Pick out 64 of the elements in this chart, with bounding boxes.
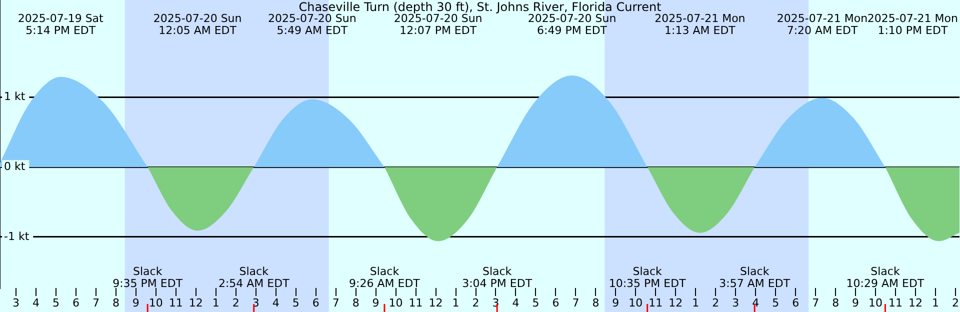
annotation: 2025-07-21 Mon 7:20 AM EDT [776, 12, 868, 37]
annotation: 2025-07-21 Mon 1:13 AM EDT [654, 12, 746, 37]
annotation: Slack 9:35 PM EDT [112, 264, 183, 290]
x-tick-label: 5 [52, 296, 60, 310]
annotation: Slack 10:29 AM EDT [846, 264, 924, 290]
x-tick-label: 3 [12, 296, 20, 310]
annotation: Slack 3:57 AM EDT [719, 264, 790, 290]
x-tick-label: 4 [32, 296, 40, 310]
x-tick-label: 6 [312, 296, 320, 310]
x-tick-label: 2 [232, 296, 240, 310]
x-tick-label: 10 [628, 296, 643, 310]
x-tick-label: 9 [852, 296, 860, 310]
x-tick-label: 3 [732, 296, 740, 310]
x-tick-label: 10 [868, 296, 883, 310]
x-tick-label: 12 [908, 296, 923, 310]
x-tick-label: 1 [932, 296, 940, 310]
x-tick-label: 12 [188, 296, 203, 310]
x-tick-label: 10 [388, 296, 403, 310]
x-tick-label: 8 [592, 296, 600, 310]
x-tick-label: 5 [532, 296, 540, 310]
x-tick-label: 6 [552, 296, 560, 310]
x-tick-label: 12 [668, 296, 683, 310]
x-tick-label: 11 [888, 296, 903, 310]
x-tick-label: 2 [472, 296, 480, 310]
x-tick-label: 2 [712, 296, 720, 310]
x-tick-label: 7 [92, 296, 100, 310]
x-tick-label: 1 [692, 296, 700, 310]
annotation: 2025-07-20 Sun 6:49 PM EDT [528, 12, 616, 37]
chart-title: Chaseville Turn (depth 30 ft), St. Johns River, Florida Current [298, 0, 662, 14]
y-tick-label: 0 kt [4, 160, 26, 173]
annotation: Slack 9:26 AM EDT [349, 264, 420, 290]
x-tick-label: 7 [332, 296, 340, 310]
annotation: 2025-07-20 Sun 12:05 AM EDT [153, 12, 242, 37]
x-tick-label: 1 [452, 296, 460, 310]
x-tick-label: 11 [408, 296, 423, 310]
x-tick-label: 10 [148, 296, 163, 310]
x-tick-label: 8 [112, 296, 120, 310]
annotation: 2025-07-21 Mon 1:10 PM EDT [867, 12, 958, 37]
annotation: Slack 3:04 PM EDT [462, 264, 532, 290]
x-tick-label: 9 [132, 296, 140, 310]
x-tick-label: 4 [512, 296, 520, 310]
annotation: Slack 10:35 PM EDT [608, 264, 686, 290]
x-tick-label: 5 [292, 296, 300, 310]
x-tick-label: 11 [648, 296, 663, 310]
x-tick-label: 1 [212, 296, 220, 310]
x-tick-label: 6 [792, 296, 800, 310]
x-tick-label: 4 [752, 296, 760, 310]
x-tick-label: 4 [272, 296, 280, 310]
x-tick-label: 7 [572, 296, 580, 310]
y-tick-label: 1 kt [4, 90, 26, 104]
x-tick-label: 6 [72, 296, 80, 310]
x-tick-label: 5 [772, 296, 780, 310]
x-tick-label: 8 [832, 296, 840, 310]
x-tick-label: 9 [372, 296, 380, 310]
x-tick-label: 8 [352, 296, 360, 310]
annotation: 2025-07-20 Sun 5:49 AM EDT [268, 12, 356, 37]
annotation: 2025-07-19 Sat 5:14 PM EDT [18, 12, 104, 37]
x-tick-label: 11 [168, 296, 183, 310]
annotation: Slack 2:54 AM EDT [218, 264, 290, 290]
x-tick-label: 9 [612, 296, 620, 310]
y-tick-label: -1 kt [4, 230, 30, 243]
x-tick-label: 2 [952, 296, 959, 310]
x-tick-label: 7 [812, 296, 820, 310]
x-tick-label: 12 [428, 296, 443, 310]
